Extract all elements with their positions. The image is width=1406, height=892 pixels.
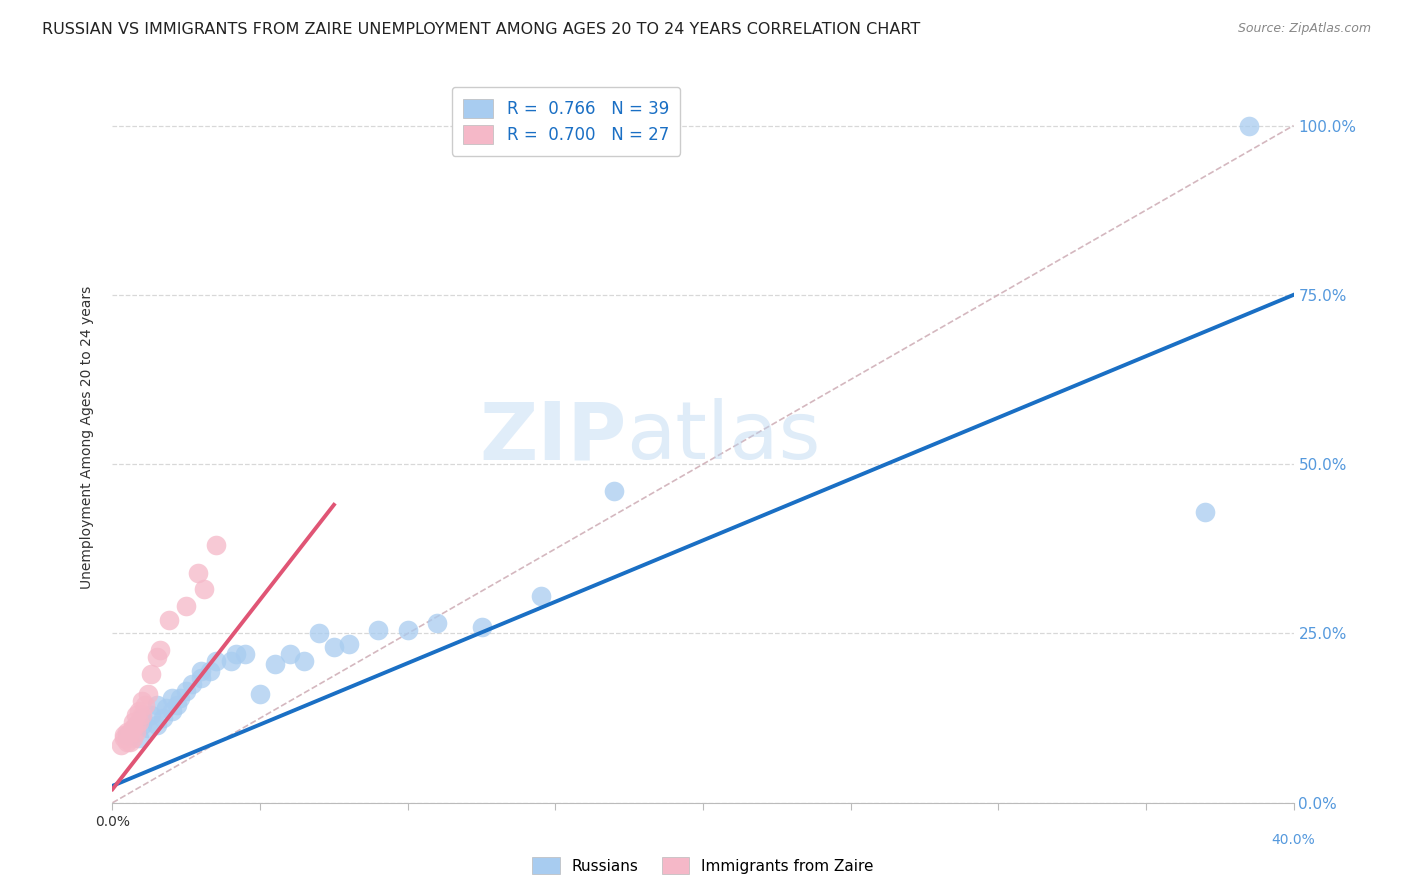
- Point: [205, 538, 228, 552]
- Point: [112, 728, 135, 742]
- Point: [117, 728, 138, 742]
- Point: [292, 654, 315, 668]
- Point: [125, 718, 148, 732]
- Text: 40.0%: 40.0%: [1271, 833, 1316, 847]
- Point: [233, 647, 256, 661]
- Point: [110, 738, 132, 752]
- Point: [136, 721, 159, 735]
- Point: [128, 705, 150, 719]
- Point: [264, 657, 287, 671]
- Point: [174, 599, 197, 614]
- Point: [117, 735, 138, 749]
- Point: [134, 698, 156, 712]
- Text: atlas: atlas: [626, 398, 821, 476]
- Point: [190, 671, 212, 685]
- Text: ZIP: ZIP: [479, 398, 626, 476]
- Point: [193, 582, 215, 597]
- Point: [122, 714, 145, 729]
- Point: [174, 684, 197, 698]
- Point: [160, 705, 183, 719]
- Point: [187, 566, 209, 580]
- Point: [225, 647, 247, 661]
- Point: [146, 718, 169, 732]
- Point: [128, 731, 150, 746]
- Point: [198, 664, 221, 678]
- Text: Source: ZipAtlas.com: Source: ZipAtlas.com: [1237, 22, 1371, 36]
- Point: [136, 688, 159, 702]
- Point: [152, 711, 174, 725]
- Point: [125, 718, 148, 732]
- Legend: R =  0.766   N = 39, R =  0.700   N = 27: R = 0.766 N = 39, R = 0.700 N = 27: [451, 87, 681, 155]
- Point: [1194, 505, 1216, 519]
- Point: [205, 654, 228, 668]
- Point: [120, 724, 142, 739]
- Point: [1239, 119, 1261, 133]
- Legend: Russians, Immigrants from Zaire: Russians, Immigrants from Zaire: [526, 851, 880, 880]
- Point: [125, 724, 148, 739]
- Point: [249, 688, 271, 702]
- Point: [120, 735, 142, 749]
- Point: [426, 616, 449, 631]
- Point: [146, 650, 169, 665]
- Point: [155, 701, 177, 715]
- Point: [139, 667, 162, 681]
- Point: [603, 484, 626, 499]
- Point: [396, 623, 419, 637]
- Point: [146, 698, 169, 712]
- Point: [323, 640, 346, 654]
- Point: [278, 647, 301, 661]
- Point: [131, 711, 153, 725]
- Point: [117, 724, 138, 739]
- Point: [181, 677, 204, 691]
- Y-axis label: Unemployment Among Ages 20 to 24 years: Unemployment Among Ages 20 to 24 years: [80, 285, 94, 589]
- Point: [157, 613, 180, 627]
- Point: [131, 718, 153, 732]
- Point: [125, 707, 148, 722]
- Point: [166, 698, 188, 712]
- Point: [122, 731, 145, 746]
- Point: [128, 714, 150, 729]
- Text: RUSSIAN VS IMMIGRANTS FROM ZAIRE UNEMPLOYMENT AMONG AGES 20 TO 24 YEARS CORRELAT: RUSSIAN VS IMMIGRANTS FROM ZAIRE UNEMPLO…: [42, 22, 921, 37]
- Point: [470, 620, 494, 634]
- Point: [131, 694, 153, 708]
- Point: [219, 654, 242, 668]
- Point: [160, 690, 183, 705]
- Point: [190, 664, 212, 678]
- Point: [149, 643, 172, 657]
- Point: [367, 623, 389, 637]
- Point: [337, 637, 360, 651]
- Point: [122, 721, 145, 735]
- Point: [131, 707, 153, 722]
- Point: [169, 690, 191, 705]
- Point: [139, 707, 162, 722]
- Point: [529, 589, 551, 603]
- Point: [308, 626, 330, 640]
- Point: [112, 731, 135, 746]
